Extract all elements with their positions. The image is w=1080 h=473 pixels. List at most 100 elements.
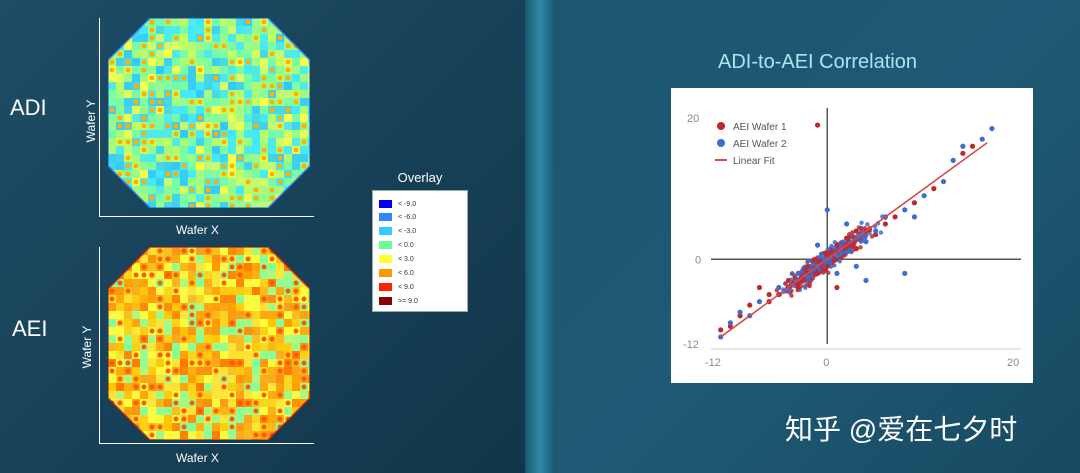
legend-item-label: < 6.0 (398, 269, 414, 277)
adi-wafer-map (108, 18, 310, 208)
data-point (863, 277, 869, 284)
data-point (814, 242, 821, 248)
y-tick-label: 20 (687, 113, 699, 125)
data-point (824, 263, 830, 269)
data-point (863, 238, 869, 245)
cluster-point (848, 247, 853, 253)
data-point (931, 186, 937, 192)
data-point (834, 242, 840, 248)
cluster-point (825, 247, 831, 252)
x-tick-label: 20 (1007, 357, 1019, 369)
data-point (727, 320, 733, 326)
cluster-point (837, 259, 843, 264)
cluster-point (878, 230, 884, 235)
data-point (911, 200, 918, 206)
data-point (960, 143, 966, 149)
legend-item-label: < 3.0 (398, 255, 414, 263)
row-label-adi: ADI (10, 95, 47, 120)
data-point (737, 309, 743, 315)
legend-title: Overlay (397, 170, 443, 185)
legend-item-label: < -9.0 (398, 200, 417, 208)
overlay-legend: < -9.0 < -6.0 < -3.0 < 0.0 < 3.0 < 6.0 <… (372, 190, 468, 312)
adi-y-axis-title: Wafer Y (84, 99, 98, 143)
data-point (834, 253, 840, 259)
data-point (979, 136, 985, 142)
legend-label: Linear Fit (733, 156, 775, 167)
legend-swatch (379, 227, 392, 235)
data-point (853, 228, 859, 234)
data-point (853, 246, 859, 252)
data-point (989, 125, 995, 132)
data-point (873, 228, 879, 234)
data-point (911, 214, 918, 220)
legend-swatch (379, 213, 392, 221)
cluster-point (811, 256, 817, 262)
data-point (795, 270, 801, 276)
data-point (882, 221, 888, 227)
adi-y-axis-line (99, 18, 100, 216)
cluster-point (817, 258, 823, 264)
legend-marker (717, 122, 725, 130)
legend-item: < -3.0 (379, 226, 416, 236)
data-point (892, 214, 898, 220)
cluster-point (783, 281, 788, 286)
cluster-point (826, 270, 831, 275)
legend-item: < -6.0 (379, 212, 416, 222)
adi-x-axis-title: Wafer X (176, 223, 219, 237)
cluster-point (803, 285, 808, 290)
y-tick-label: -12 (683, 339, 699, 351)
data-point (921, 193, 927, 199)
legend-item-label: >= 9.0 (398, 297, 418, 305)
data-point (814, 122, 821, 128)
legend-swatch (379, 200, 392, 208)
chart-title: ADI-to-AEI Correlation (718, 51, 917, 73)
legend-marker (717, 139, 725, 147)
data-point (785, 277, 792, 284)
cluster-point (851, 241, 856, 246)
data-point (960, 150, 966, 156)
legend-swatch (379, 269, 392, 277)
cluster-point (819, 252, 824, 257)
legend-swatch (379, 297, 392, 305)
cluster-point (807, 281, 812, 286)
adi-x-axis-line (99, 216, 314, 217)
legend-swatch (379, 241, 392, 249)
cluster-point (858, 245, 863, 250)
aei-y-axis-line (99, 247, 100, 443)
legend-item: < 6.0 (379, 268, 414, 278)
legend-swatch (379, 255, 392, 263)
aei-wafer-map (108, 247, 310, 440)
cluster-point (807, 258, 812, 263)
legend-label: AEI Wafer 1 (733, 122, 787, 133)
data-point (776, 284, 782, 291)
cluster-point (810, 262, 816, 267)
legend-item-label: < -3.0 (398, 227, 417, 235)
x-tick-label: -12 (705, 357, 721, 369)
data-point (902, 207, 908, 213)
data-point (756, 284, 763, 291)
data-point (805, 274, 811, 280)
data-point (766, 291, 772, 298)
cluster-point (839, 255, 844, 261)
data-point (824, 207, 830, 213)
cluster-point (792, 273, 797, 278)
aei-x-axis-line (99, 443, 314, 444)
data-point (795, 284, 801, 291)
legend-swatch (379, 283, 392, 291)
cluster-point (799, 268, 804, 274)
cluster-point (856, 225, 862, 230)
data-point (844, 235, 850, 241)
y-tick-label: 0 (695, 254, 701, 266)
correlation-section: ADI-to-AEI Correlation -12020200-12AEIAE… (555, 0, 1080, 473)
data-point (969, 143, 976, 149)
data-point (805, 263, 811, 269)
legend-label: AEI Wafer 2 (733, 139, 787, 150)
data-point (844, 221, 850, 227)
data-point (785, 288, 792, 294)
linear-fit-line (720, 142, 988, 338)
legend-item: < -9.0 (379, 199, 416, 209)
aei-y-axis-title: Wafer Y (80, 325, 94, 369)
data-point (853, 263, 859, 269)
